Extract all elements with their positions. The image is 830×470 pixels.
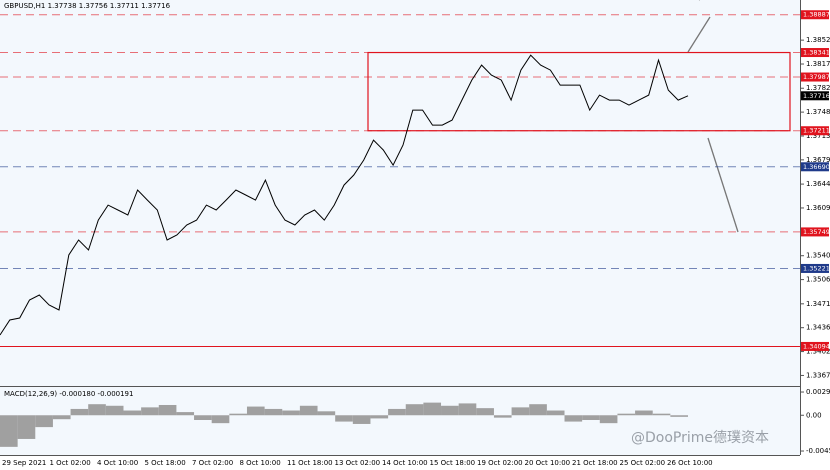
macd-bar <box>335 415 353 422</box>
level-label: 1.37987 <box>803 73 830 81</box>
x-tick-label: 29 Sep 2021 <box>2 459 46 467</box>
y-tick-label: 1.38520 <box>806 36 830 44</box>
trend-arrows <box>687 0 739 233</box>
x-tick-label: 7 Oct 02:00 <box>192 459 233 467</box>
macd-bar <box>529 404 547 416</box>
macd-bar <box>141 407 159 416</box>
level-label: 1.38887 <box>803 11 830 19</box>
y-tick-label: 1.35060 <box>806 276 830 284</box>
level-tag <box>801 48 829 58</box>
x-tick-label: 5 Oct 18:00 <box>145 459 186 467</box>
level-label: 1.37211 <box>803 127 830 135</box>
y-tick-label: 1.33675 <box>806 371 830 379</box>
macd-bar <box>123 410 142 416</box>
x-tick-label: 21 Oct 18:00 <box>572 459 618 467</box>
macd-bar <box>52 415 71 420</box>
macd-bar <box>88 404 106 416</box>
x-tick-label: 14 Oct 10:00 <box>382 459 428 467</box>
level-tag <box>801 263 829 273</box>
macd-bar <box>299 405 318 416</box>
x-tick-label: 13 Oct 02:00 <box>335 459 381 467</box>
y-tick-label: 1.34365 <box>806 324 830 332</box>
macd-bar <box>176 412 195 416</box>
level-label: 1.35749 <box>803 228 830 236</box>
level-tag <box>801 227 829 237</box>
macd-bar <box>423 402 442 416</box>
macd-bar <box>105 405 124 416</box>
level-tag <box>801 341 829 351</box>
macd-bar <box>635 410 653 416</box>
x-tick-label: 19 Oct 02:00 <box>477 459 523 467</box>
macd-bar <box>476 408 494 416</box>
y-tick-label: 1.37480 <box>806 108 830 116</box>
level-label: 1.36690 <box>803 163 830 171</box>
level-label: 1.35221 <box>803 264 830 272</box>
y-tick-label: 1.36095 <box>806 204 830 212</box>
level-label: 1.38341 <box>803 49 830 57</box>
macd-bar <box>564 415 583 422</box>
macd-bar <box>388 408 406 416</box>
macd-bar <box>670 415 688 417</box>
level-tag <box>801 91 829 101</box>
macd-bar <box>546 410 565 416</box>
y-tick-label: 1.37135 <box>806 132 830 140</box>
level-tag <box>801 162 829 172</box>
y-tick-label: 1.38175 <box>806 60 830 68</box>
macd-bar <box>158 404 177 416</box>
x-tick-label: 26 Oct 10:00 <box>667 459 713 467</box>
level-tag <box>801 10 829 20</box>
macd-bar <box>246 406 265 416</box>
y-tick-label: 1.34710 <box>806 300 830 308</box>
macd-bar <box>211 415 230 424</box>
y-tick-label: 1.36790 <box>806 156 830 164</box>
macd-tick-label: -0.004527 <box>806 447 830 455</box>
x-tick-label: 1 Oct 02:00 <box>50 459 91 467</box>
zone-rectangle <box>367 51 791 132</box>
macd-bar <box>264 408 283 416</box>
macd-bar <box>229 413 247 416</box>
x-tick-label: 11 Oct 18:00 <box>287 459 333 467</box>
macd-label: MACD(12,26,9) -0.000180 -0.000191 <box>4 390 133 398</box>
macd-bar <box>441 405 459 416</box>
macd-bar <box>405 404 424 416</box>
macd-bar <box>194 415 212 420</box>
arrow <box>687 16 711 53</box>
macd-bar <box>617 413 636 416</box>
macd-bar <box>599 415 618 424</box>
x-tick-label: 8 Oct 10:00 <box>240 459 281 467</box>
y-tick-label: 1.35405 <box>806 252 830 260</box>
macd-bar <box>493 415 512 418</box>
level-tag <box>801 72 829 82</box>
macd-bar <box>370 415 389 419</box>
chart-title: GBPUSD,H1 1.37738 1.37756 1.37711 1.3771… <box>4 2 171 10</box>
macd-bar <box>70 408 89 416</box>
level-label: 1.37716 <box>803 92 830 100</box>
macd-bar <box>652 413 671 416</box>
macd-tick-label: 0.00 <box>806 411 822 419</box>
macd-bar <box>282 410 300 416</box>
y-tick-label: 1.34020 <box>806 348 830 356</box>
y-tick-label: 1.36440 <box>806 180 830 188</box>
macd-bar <box>458 403 477 416</box>
watermark: @DooPrime德璞资本 <box>631 430 769 446</box>
macd-bar <box>352 415 371 424</box>
arrow <box>707 137 739 233</box>
x-tick-label: 20 Oct 10:00 <box>525 459 571 467</box>
x-tick-label: 4 Oct 10:00 <box>97 459 138 467</box>
price-line <box>0 54 689 336</box>
macd-tick-label: 0.002941 <box>806 388 830 396</box>
macd-bar <box>317 411 336 416</box>
level-tag <box>801 126 829 136</box>
x-tick-label: 15 Oct 18:00 <box>430 459 476 467</box>
level-label: 1.34094 <box>803 342 830 350</box>
macd-bar <box>35 415 53 428</box>
plot-area <box>0 0 800 455</box>
y-tick-label: 1.37825 <box>806 84 830 92</box>
macd-bar <box>0 415 18 447</box>
x-tick-label: 25 Oct 02:00 <box>620 459 666 467</box>
macd-bar <box>511 407 530 416</box>
macd-bar <box>582 415 600 420</box>
macd-bar <box>17 415 36 439</box>
